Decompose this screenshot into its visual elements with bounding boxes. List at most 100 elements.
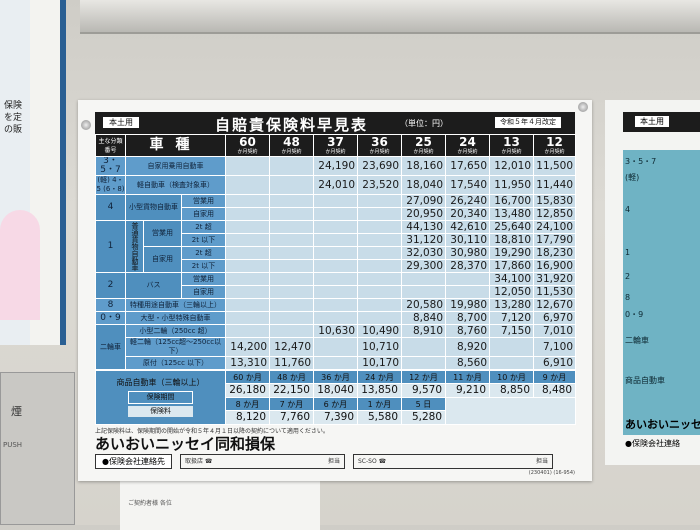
premium-cell [269,285,315,299]
months-header: 13 か月契約 [489,134,535,157]
premium-cell: 24,100 [533,220,577,234]
period-cell: 11 か月 [445,370,490,384]
dealer-rate-table: 商品自動車（三輪以上） 保険期間 保険料 60 か月 48 か月 36 か月 24 か月 12… [95,370,576,425]
table-row: (軽) 4・5 (6・8) 軽自動車（検査対象車） 24,010 23,520 18,0… [95,175,577,195]
period-cell: 5 日 [401,397,446,411]
premium-cell [313,337,359,357]
premium-cell [401,356,447,370]
table-label-cell: 大型・小型特殊自動車 [124,311,227,325]
left-poster-text: 保険を定の販 [4,101,23,135]
premium-cell: 8,700 [445,311,491,325]
table-label-cell: 普通貨物自動車 [125,220,144,273]
premium-cell: 10,170 [357,356,403,370]
agent-label: 取扱店 ☎ [184,458,213,465]
premium-cell: 8,560 [445,356,491,370]
months-value: 12 [546,135,563,149]
months-unit: か月契約 [281,149,302,155]
left-poster: 保険を定の販 [0,0,66,345]
premium-cell: 9,210 [445,383,490,398]
table-row: 商品自動車（三輪以上） 保険期間 保険料 60 か月 48 か月 36 か月 24 か月 12… [95,370,576,425]
table-label-cell: 3・5・7 [95,156,126,176]
table-label-cell: 営業用 [143,220,182,247]
staff-label: 担当 [327,458,340,465]
premium-cell: 44,130 [401,220,447,234]
sc-contact-box: SC-SO ☎ 担当 [352,454,553,469]
rate-table: 主な分類番号 車種 60 か月契約 48 か月契約 37 か月契約 36 か月契約 25 か月契約 24… [95,134,577,370]
premium-cell [313,259,359,273]
months-header: 25 か月契約 [401,134,447,157]
premium-cell [269,298,315,312]
premium-label: 保険料 [128,405,193,417]
premium-cell: 17,790 [533,233,577,247]
table-row: 3・5・7 自家用乗用自動車 24,190 23,690 18,160 17,650 12,… [95,156,577,176]
premium-cell: 12,850 [533,207,577,221]
table-label-cell: 8 [95,298,126,312]
premium-cell: 30,110 [445,233,491,247]
months-unit: か月契約 [325,149,346,155]
premium-cell: 8,120 [225,410,270,425]
table-label-cell: 営業用 [180,272,227,286]
premium-cell [489,356,535,370]
premium-cell: 7,760 [269,410,314,425]
premium-cell: 18,160 [401,156,447,176]
premium-cell: 23,690 [357,156,403,176]
premium-cell: 12,010 [489,156,535,176]
premium-cell: 12,670 [533,298,577,312]
premium-cell [225,156,271,176]
premium-cell [357,272,403,286]
period-cell: 10 か月 [489,370,534,384]
table-label-cell: 1 [95,220,126,273]
table-row: 8 か月 7 か月 6 か月 1 か月 5 日 [96,397,576,425]
premium-cell: 10,490 [357,324,403,338]
months-header: 12 か月契約 [533,134,577,157]
premium-cell: 34,100 [489,272,535,286]
premium-cell: 18,810 [489,233,535,247]
premium-cell: 7,100 [533,337,577,357]
notice-paper: ご契約者様 各位 [120,480,320,530]
right-row-label: (軽) [625,173,640,182]
table-label-cell: 2 [95,272,126,299]
table-label-cell: 自家用 [180,285,227,299]
premium-cell [313,246,359,260]
premium-cell: 13,850 [357,383,402,398]
premium-cell [401,337,447,357]
table-row: 自家用 2t 超 32,030 30,980 19,290 18,230 [96,246,577,273]
premium-cell [313,207,359,221]
months-header: 24 か月契約 [445,134,491,157]
premium-cell [401,285,447,299]
premium-cell [225,324,271,338]
months-value: 25 [415,135,432,149]
premium-cell: 8,850 [489,383,534,398]
premium-cell [357,311,403,325]
period-cell: 60 か月 [225,370,270,384]
contact-label: ●保険会社連絡先 [95,454,172,469]
premium-cell [225,246,271,260]
premium-cell: 8,480 [533,383,576,398]
premium-cell: 6,970 [533,311,577,325]
table-row: 8 特種用途自動車（三輪以上） 20,580 19,980 13,280 12,670 [95,298,577,312]
period-cell: 9 か月 [533,370,576,384]
table-row: 2t 以下 31,120 30,110 18,810 17,790 [96,233,577,247]
premium-cell: 5,580 [357,410,402,425]
right-row-label: 2 [625,272,631,281]
premium-cell: 17,860 [489,259,535,273]
premium-cell [225,272,271,286]
period-cell: 6 か月 [313,397,358,411]
months-unit: か月契約 [369,149,390,155]
table-label-cell: 特種用途自動車（三輪以上） [124,298,227,312]
right-row-label: 二輪車 [625,336,649,345]
table-label-cell: 小型貨物自動車 [125,194,182,221]
premium-cell [313,285,359,299]
premium-cell: 23,520 [357,175,403,195]
pushpin-icon [81,120,91,130]
premium-cell [269,272,315,286]
right-company: あいおいニッセ [625,418,700,431]
table-label-cell: 0・9 [95,311,126,325]
premium-cell: 25,640 [489,220,535,234]
table-row: 原付（125cc 以下） 13,310 11,760 10,170 8,560 6,910 [96,356,577,370]
title-bar: 本土用 自賠責保険料早見表 （単位：円） 令和５年４月改定 [95,112,575,134]
period-cell: 8 か月 [225,397,270,411]
premium-cell [269,233,315,247]
premium-cell: 31,920 [533,272,577,286]
premium-cell: 17,650 [445,156,491,176]
